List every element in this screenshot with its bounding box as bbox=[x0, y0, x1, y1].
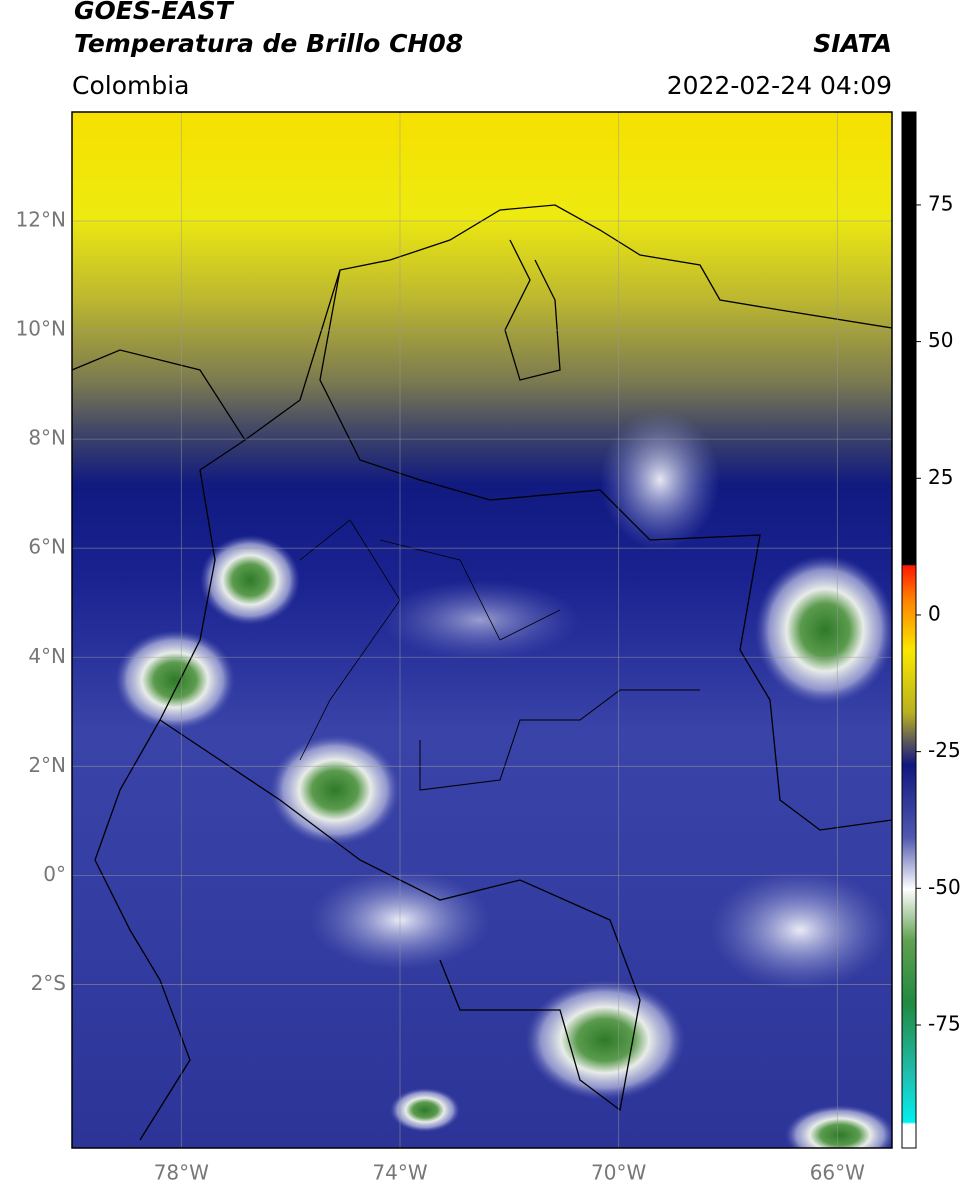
lon-tick-label: 74°W bbox=[372, 1161, 427, 1185]
lat-tick-label: 8°N bbox=[28, 426, 66, 450]
lat-tick-label: 6°N bbox=[28, 535, 66, 559]
lat-tick-label: 2°N bbox=[28, 753, 66, 777]
colorbar-tick-label: -25 bbox=[928, 738, 961, 762]
lat-tick-label: 12°N bbox=[16, 208, 66, 232]
lat-tick-label: 10°N bbox=[16, 317, 66, 341]
colorbar-tick-label: 50 bbox=[928, 328, 953, 352]
colorbar-tick-label: 75 bbox=[928, 191, 953, 215]
lon-tick-label: 78°W bbox=[154, 1161, 209, 1185]
lon-tick-label: 70°W bbox=[591, 1161, 646, 1185]
map-frame bbox=[71, 111, 893, 1149]
datetime: 2022-02-24 04:09 bbox=[667, 71, 892, 100]
lon-tick-label: 66°W bbox=[810, 1161, 865, 1185]
map-image bbox=[72, 112, 892, 1148]
lat-tick-label: 4°N bbox=[28, 644, 66, 668]
colorbar-tick-label: 0 bbox=[928, 601, 941, 625]
title: GOES-EAST bbox=[74, 0, 235, 25]
colorbar-tick-label: -75 bbox=[928, 1011, 961, 1035]
lat-tick-label: 0° bbox=[43, 862, 66, 886]
colorbar-tick-label: -50 bbox=[928, 875, 961, 899]
lat-tick-label: 2°S bbox=[31, 971, 66, 995]
colorbar-tick-label: 25 bbox=[928, 465, 953, 489]
region: Colombia bbox=[72, 71, 189, 100]
colorbar bbox=[901, 111, 917, 1149]
subtitle: Temperatura de Brillo CH08 bbox=[74, 29, 463, 58]
source: SIATA bbox=[813, 29, 892, 58]
